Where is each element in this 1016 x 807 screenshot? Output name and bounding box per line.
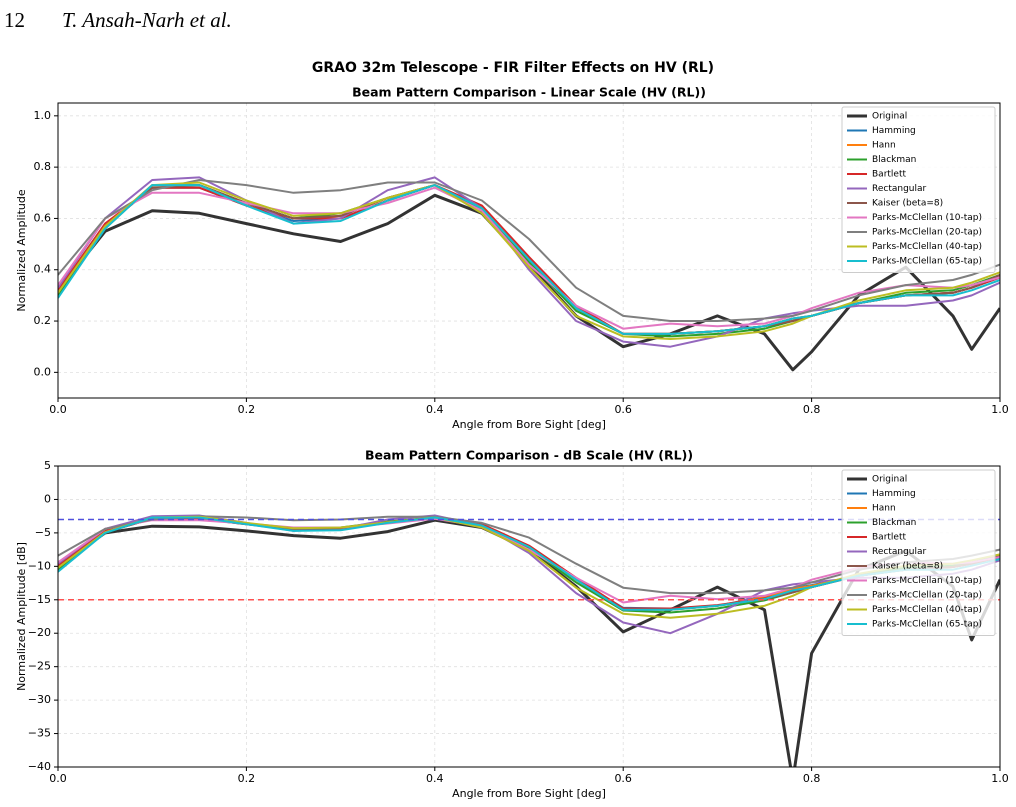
legend-label: Blackman bbox=[872, 518, 916, 528]
y-tick-label: −10 bbox=[28, 559, 51, 572]
x-tick-label: 0.6 bbox=[614, 772, 632, 785]
series-line bbox=[58, 176, 1000, 348]
y-tick-label: −20 bbox=[28, 626, 51, 639]
x-tick-label: 0.2 bbox=[238, 403, 256, 416]
y-tick-label: 0.8 bbox=[34, 160, 52, 173]
page-number: 12 bbox=[4, 8, 25, 32]
legend-label: Kaiser (beta=8) bbox=[872, 199, 943, 209]
legend-label: Parks-McClellan (20-tap) bbox=[872, 591, 982, 601]
y-tick-label: 1.0 bbox=[34, 109, 52, 122]
y-tick-label: 0 bbox=[44, 492, 51, 505]
legend-label: Parks-McClellan (20-tap) bbox=[872, 228, 982, 238]
legend-label: Parks-McClellan (65-tap) bbox=[872, 620, 982, 630]
legend-label: Parks-McClellan (10-tap) bbox=[872, 213, 982, 223]
x-tick-label: 0.0 bbox=[49, 772, 67, 785]
legend-label: Parks-McClellan (10-tap) bbox=[872, 576, 982, 586]
x-tick-label: 0.6 bbox=[614, 403, 632, 416]
legend-label: Hann bbox=[872, 504, 896, 514]
y-tick-label: −25 bbox=[28, 660, 51, 673]
x-tick-label: 0.4 bbox=[426, 403, 444, 416]
plot-title: Beam Pattern Comparison - dB Scale (HV (… bbox=[365, 448, 693, 463]
series-line bbox=[58, 179, 1000, 322]
legend-label: Hann bbox=[872, 141, 896, 151]
legend-box bbox=[841, 106, 996, 273]
x-tick-label: 0.8 bbox=[803, 772, 821, 785]
legend-label: Rectangular bbox=[872, 547, 927, 557]
y-tick-label: 0.2 bbox=[34, 314, 52, 327]
x-axis-label: Angle from Bore Sight [deg] bbox=[452, 418, 606, 431]
legend-label: Hamming bbox=[872, 489, 916, 499]
y-tick-label: 0.4 bbox=[34, 263, 52, 276]
y-tick-label: 0.0 bbox=[34, 365, 52, 378]
legend-label: Blackman bbox=[872, 155, 916, 165]
series-line bbox=[58, 181, 1000, 340]
y-tick-label: −40 bbox=[28, 760, 51, 773]
y-tick-label: −30 bbox=[28, 693, 51, 706]
axes-frame bbox=[57, 465, 1001, 768]
y-tick-label: 0.6 bbox=[34, 211, 52, 224]
y-axis-label: Normalized Amplitude bbox=[15, 189, 28, 311]
x-tick-label: 0.2 bbox=[238, 772, 256, 785]
axes-frame bbox=[57, 102, 1001, 399]
x-tick-label: 1.0 bbox=[991, 403, 1009, 416]
legend-label: Parks-McClellan (40-tap) bbox=[872, 242, 982, 252]
y-tick-label: −35 bbox=[28, 727, 51, 740]
legend-label: Hamming bbox=[872, 126, 916, 136]
x-tick-label: 0.8 bbox=[803, 403, 821, 416]
legend-label: Kaiser (beta=8) bbox=[872, 562, 943, 572]
x-tick-label: 1.0 bbox=[991, 772, 1009, 785]
legend-label: Rectangular bbox=[872, 184, 927, 194]
legend-box bbox=[841, 469, 996, 636]
legend-label: Original bbox=[872, 475, 907, 485]
series-line bbox=[58, 184, 1000, 335]
x-tick-label: 0.4 bbox=[426, 772, 444, 785]
y-tick-label: −5 bbox=[35, 526, 51, 539]
x-axis-label: Angle from Bore Sight [deg] bbox=[452, 787, 606, 800]
x-tick-label: 0.0 bbox=[49, 403, 67, 416]
legend-label: Bartlett bbox=[872, 533, 906, 543]
y-tick-label: 5 bbox=[44, 459, 51, 472]
author: T. Ansah-Narh et al. bbox=[62, 8, 232, 32]
y-axis-label: Normalized Amplitude [dB] bbox=[15, 542, 28, 691]
legend-label: Parks-McClellan (65-tap) bbox=[872, 257, 982, 267]
legend-label: Parks-McClellan (40-tap) bbox=[872, 605, 982, 615]
legend-label: Original bbox=[872, 112, 907, 122]
legend-label: Bartlett bbox=[872, 170, 906, 180]
plot-title: Beam Pattern Comparison - Linear Scale (… bbox=[352, 85, 706, 100]
y-tick-label: −15 bbox=[28, 593, 51, 606]
suptitle: GRAO 32m Telescope - FIR Filter Effects … bbox=[312, 60, 714, 76]
